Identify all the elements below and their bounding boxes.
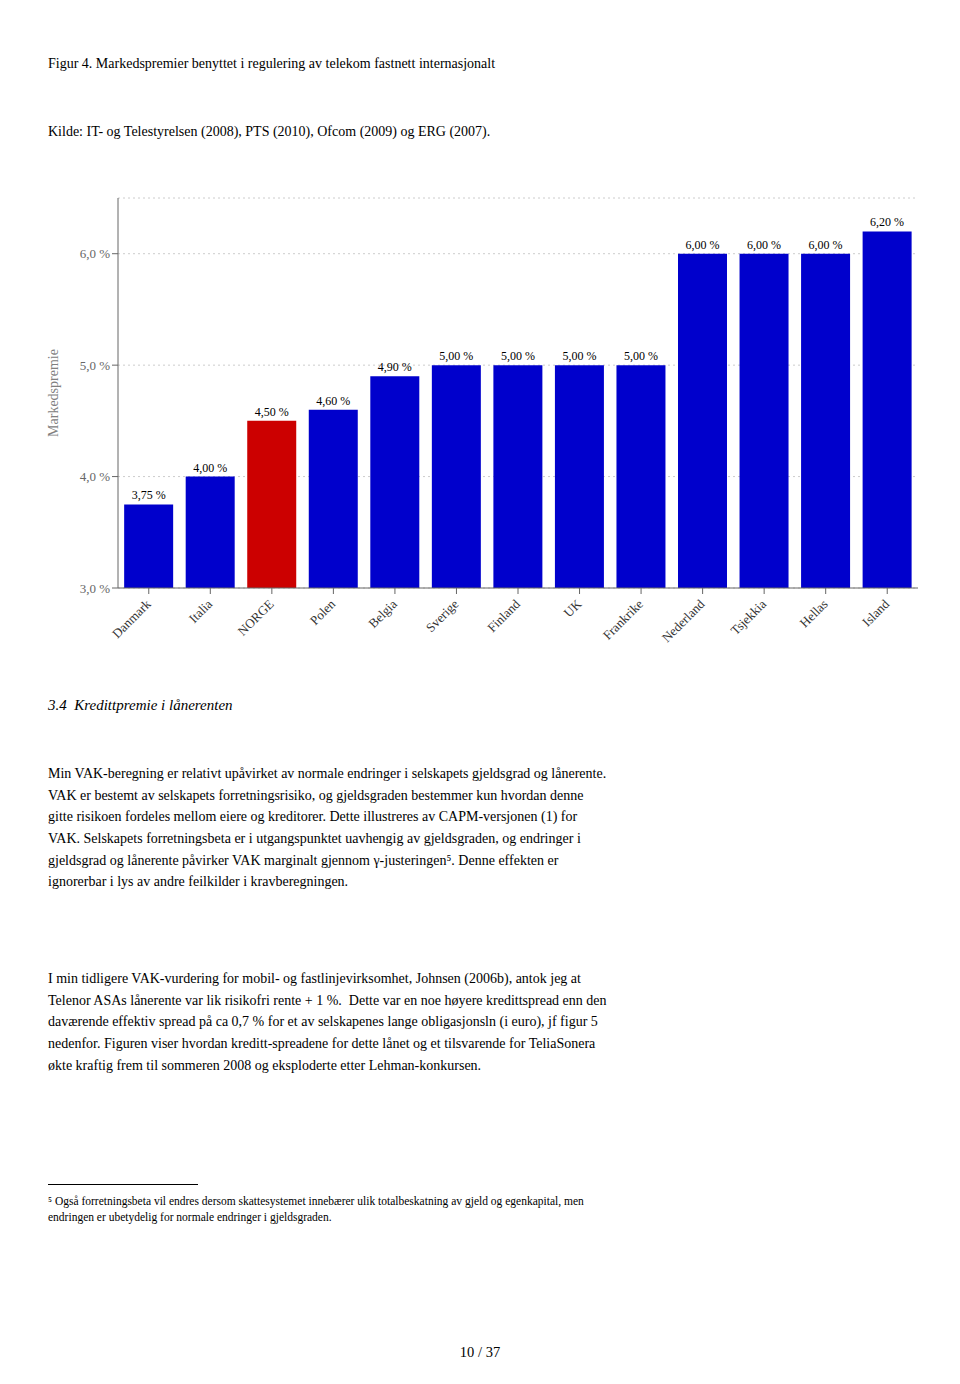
- svg-text:6,0 %: 6,0 %: [80, 246, 111, 261]
- html-text:I min tidligere VAK-vurdering: I min tidligere VAK-vurdering for mobil-…: [48, 971, 607, 1073]
- svg-text:4,0 %: 4,0 %: [80, 469, 111, 484]
- html-text:Min VAK-beregning er relativt: Min VAK-beregning er relativt upåvirket …: [48, 766, 607, 890]
- svg-text:Hellas: Hellas: [797, 596, 831, 630]
- svg-text:6,20 %: 6,20 %: [870, 215, 904, 229]
- svg-text:Tsjekkia: Tsjekkia: [727, 596, 769, 638]
- html-text:⁵ Også forretningsbeta vil end: ⁵ Også forretningsbeta vil endres dersom…: [48, 1195, 584, 1224]
- svg-text:3,0 %: 3,0 %: [80, 581, 111, 596]
- svg-text:Frankrike: Frankrike: [600, 596, 647, 643]
- svg-text:Belgia: Belgia: [365, 596, 400, 631]
- svg-text:3,75 %: 3,75 %: [132, 488, 166, 502]
- svg-text:Sverige: Sverige: [423, 596, 462, 635]
- svg-text:4,00 %: 4,00 %: [193, 461, 227, 475]
- svg-text:UK: UK: [561, 596, 585, 620]
- svg-text:5,00 %: 5,00 %: [439, 349, 473, 363]
- svg-text:Markedspremie: Markedspremie: [46, 349, 61, 437]
- html-text:10 / 37: 10 / 37: [459, 1344, 501, 1360]
- svg-text:NORGE: NORGE: [235, 596, 277, 638]
- svg-text:Island: Island: [859, 596, 892, 629]
- svg-text:5,00 %: 5,00 %: [501, 349, 535, 363]
- svg-text:Polen: Polen: [307, 596, 339, 628]
- svg-text:4,50 %: 4,50 %: [255, 405, 289, 419]
- svg-text:Nederland: Nederland: [659, 596, 708, 645]
- svg-text:6,00 %: 6,00 %: [809, 238, 843, 252]
- svg-text:Finland: Finland: [484, 596, 523, 635]
- svg-text:4,60 %: 4,60 %: [316, 394, 350, 408]
- html-text:Figur 4. Markedspremier benytt: Figur 4. Markedspremier benyttet i regul…: [48, 56, 496, 71]
- svg-text:Italia: Italia: [186, 596, 216, 626]
- svg-text:5,0 %: 5,0 %: [80, 358, 111, 373]
- svg-text:5,00 %: 5,00 %: [562, 349, 596, 363]
- svg-text:6,00 %: 6,00 %: [747, 238, 781, 252]
- html-text:Kilde: IT- og Telestyrelsen (2: Kilde: IT- og Telestyrelsen (2008), PTS …: [48, 124, 491, 139]
- svg-text:5,00 %: 5,00 %: [624, 349, 658, 363]
- html-text:3.4 Kredittpremie i lånerenten: 3.4 Kredittpremie i lånerenten: [48, 697, 233, 713]
- svg-text:4,90 %: 4,90 %: [378, 360, 412, 374]
- svg-text:6,00 %: 6,00 %: [686, 238, 720, 252]
- svg-text:Danmark: Danmark: [109, 596, 154, 641]
